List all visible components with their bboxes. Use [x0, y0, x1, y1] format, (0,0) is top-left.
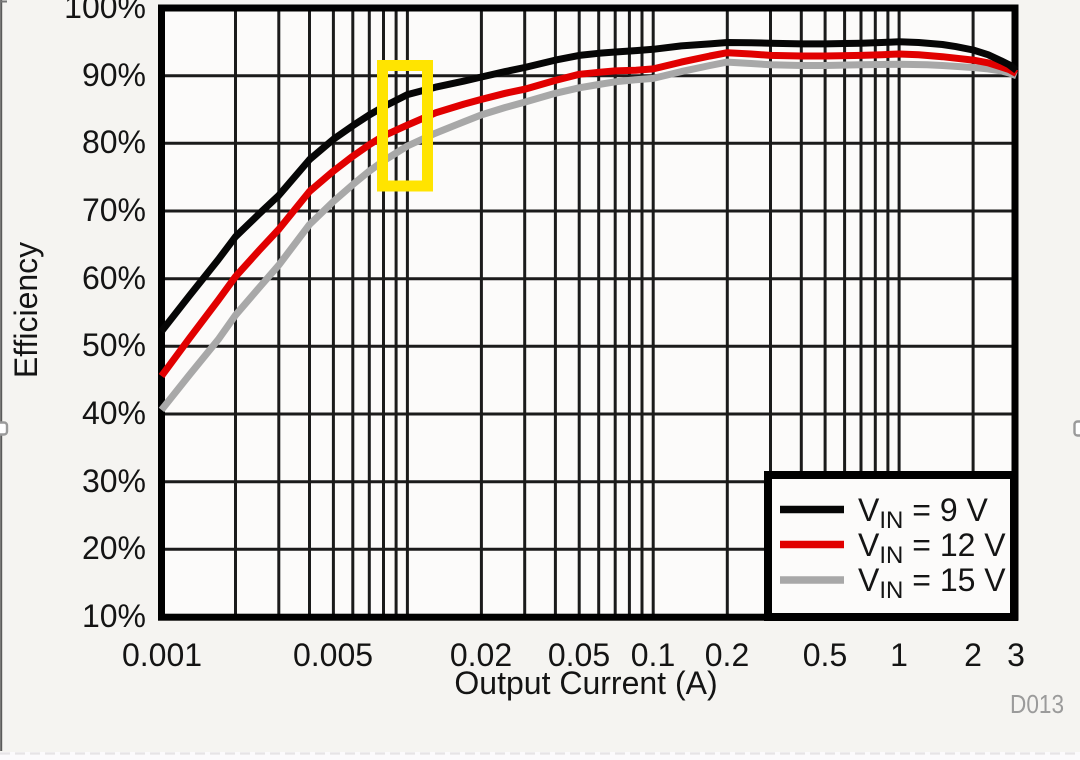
- svg-text:0.5: 0.5: [803, 637, 847, 673]
- svg-text:0.05: 0.05: [548, 637, 610, 673]
- svg-text:80%: 80%: [82, 124, 146, 160]
- svg-text:20%: 20%: [82, 530, 146, 566]
- svg-text:40%: 40%: [82, 395, 146, 431]
- svg-text:90%: 90%: [82, 57, 146, 93]
- svg-text:0.005: 0.005: [293, 637, 373, 673]
- svg-text:100%: 100%: [64, 0, 146, 25]
- svg-text:D013: D013: [1010, 689, 1064, 719]
- svg-text:Efficiency: Efficiency: [8, 242, 44, 378]
- svg-text:3: 3: [1007, 637, 1025, 673]
- svg-text:1: 1: [890, 637, 908, 673]
- svg-text:0.1: 0.1: [631, 637, 675, 673]
- svg-text:0.001: 0.001: [122, 637, 202, 673]
- svg-text:0.02: 0.02: [450, 637, 512, 673]
- svg-text:Output Current (A): Output Current (A): [454, 665, 717, 701]
- svg-text:0.2: 0.2: [705, 637, 749, 673]
- svg-text:30%: 30%: [82, 463, 146, 499]
- svg-text:10%: 10%: [82, 598, 146, 634]
- svg-text:50%: 50%: [82, 327, 146, 363]
- svg-text:VIN = 12 V: VIN = 12 V: [858, 527, 1006, 569]
- svg-text:VIN = 9 V: VIN = 9 V: [858, 492, 989, 534]
- svg-text:60%: 60%: [82, 260, 146, 296]
- svg-text:70%: 70%: [82, 192, 146, 228]
- svg-text:2: 2: [964, 637, 982, 673]
- svg-text:VIN = 15 V: VIN = 15 V: [858, 562, 1006, 604]
